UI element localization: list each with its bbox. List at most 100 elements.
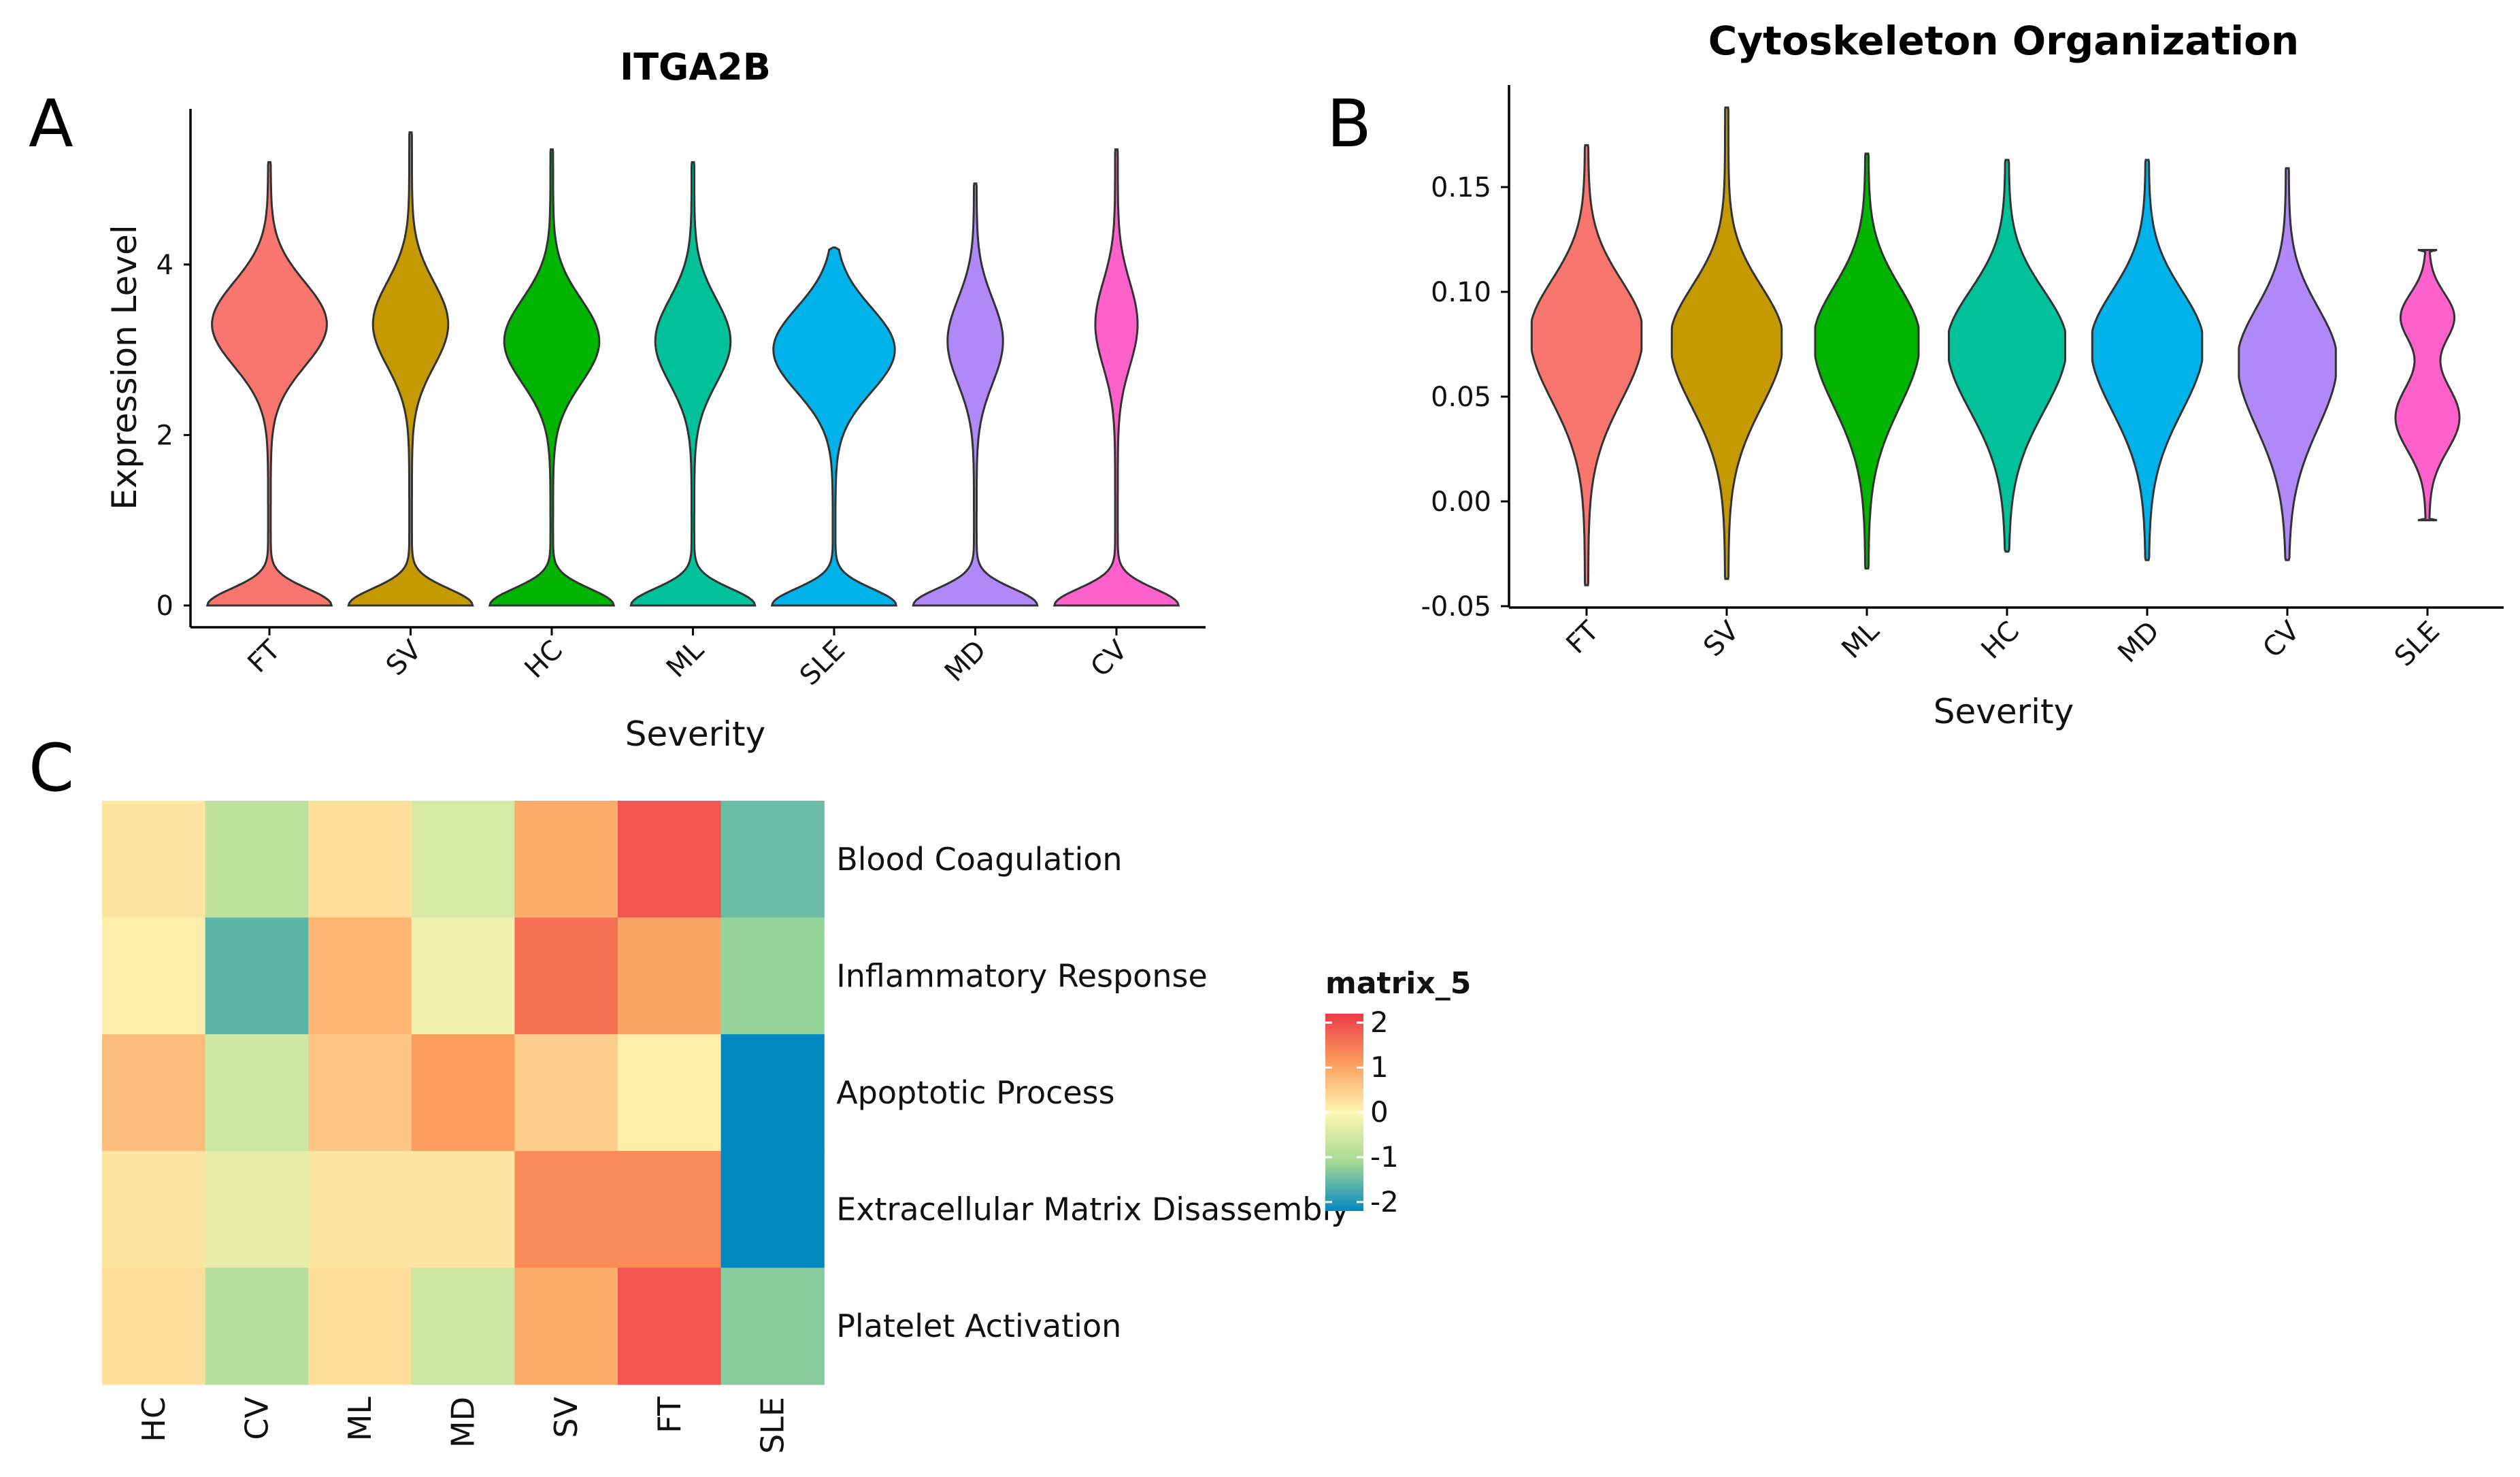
violin-chart-itga2b: ITGA2B 0 2 4 FT SV HC ML SLE MD CV Severity Expr… [105,46,1206,754]
heatmap-cell [618,1150,722,1268]
heatmap-cell [308,1267,412,1385]
x-axis-label-a: Severity [625,714,766,754]
violin-md-a [912,182,1039,607]
heatmap-row-label: Blood Coagulation [836,841,1122,878]
heatmap-cell [720,1267,825,1385]
legend-title: matrix_5 [1325,966,1471,1001]
heatmap-cell [308,1150,412,1268]
x-tick-label-b: MD [2112,616,2166,669]
heatmap-column-label: HC [135,1397,172,1442]
x-tick-label-b: SV [1697,615,1745,663]
heatmap-cells [102,801,825,1385]
violin-ft-a [205,161,333,607]
heatmap-cell [720,801,825,918]
heatmap-cell [102,801,206,918]
x-tick-label-b: FT [1560,615,1605,660]
heatmap-cell [514,1267,618,1385]
heatmap-chart: Blood Coagulation Inflammatory Response Ap… [102,801,1471,1454]
violin-group-a [205,131,1180,607]
heatmap-cell [720,1034,825,1152]
heatmap-cell [411,917,515,1035]
heatmap-column-label: SLE [754,1397,791,1454]
x-axis-label-b: Severity [1934,692,2074,731]
heatmap-row-label: Apoptotic Process [836,1074,1114,1111]
violin-sv-b [1670,106,1783,580]
violin-group-b [1530,106,2461,586]
heatmap-cell [102,1267,206,1385]
heatmap-cell [720,917,825,1035]
y-axis-label-a: Expression Level [105,225,144,510]
y-tick-label-a: 2 [156,420,173,451]
x-tick-label-a: SLE [794,635,851,692]
violin-cv-b [2238,167,2337,561]
heatmap-cell [102,917,206,1035]
y-tick-label-b: 0.05 [1431,382,1491,413]
heatmap-cell [618,917,722,1035]
legend-tick-label: -2 [1370,1185,1399,1218]
heatmap-legend: matrix_5 2 1 0 -1 -2 [1325,966,1471,1218]
violin-md-b [2091,159,2204,561]
heatmap-cell [308,801,412,918]
violin-ml-a [629,161,757,607]
violin-sle-a [770,246,898,607]
violin-chart-cytoskeleton: Cytoskeleton Organization -0.05 0.00 0.05 0… [1421,18,2504,731]
panel-label-a: A [29,86,73,162]
x-tick-label-a: CV [1084,634,1133,683]
legend-tick-label: 2 [1370,1006,1389,1039]
heatmap-cell [411,1150,515,1268]
heatmap-cell [514,801,618,918]
heatmap-cell [411,1034,515,1152]
heatmap-cell [308,1034,412,1152]
heatmap-cell [514,1150,618,1268]
heatmap-cell [205,1150,309,1268]
legend-tick-label: 1 [1370,1050,1389,1084]
heatmap-cell [411,801,515,918]
heatmap-row-label: Platelet Activation [836,1308,1121,1344]
legend-tick-label: 0 [1370,1095,1389,1129]
x-axis-ticks-a: FT SV HC ML SLE MD CV [242,627,1134,692]
y-tick-label-b: 0.10 [1431,277,1491,308]
violin-hc-a [488,148,616,607]
heatmap-cell [205,917,309,1035]
x-tick-label-a: HC [519,635,569,685]
heatmap-cell [514,917,618,1035]
heatmap-cell [205,801,309,918]
heatmap-cell [205,1034,309,1152]
chart-title-a: ITGA2B [620,46,771,88]
x-tick-label-b: SLE [2389,616,2446,673]
y-tick-label-a: 4 [156,250,173,281]
heatmap-cell [618,801,722,918]
heatmap-column-label: FT [651,1396,688,1433]
heatmap-cell [618,1034,722,1152]
x-tick-label-b: HC [1976,616,2026,666]
heatmap-column-label: CV [238,1396,275,1440]
x-tick-label-a: SV [380,634,428,682]
heatmap-column-label: ML [342,1397,378,1442]
violin-sle-b [2394,248,2461,522]
legend-tick-label: -1 [1370,1140,1399,1174]
heatmap-cell [102,1150,206,1268]
heatmap-cell [102,1034,206,1152]
heatmap-cell [308,917,412,1035]
violin-hc-b [1948,159,2066,553]
y-tick-label-a: 0 [156,591,173,622]
heatmap-cell [618,1267,722,1385]
violin-ml-b [1814,152,1920,570]
panel-label-c: C [29,730,74,806]
heatmap-cell [720,1150,825,1268]
x-axis-ticks-b: FT SV ML HC MD CV SLE [1560,608,2446,673]
panel-label-b: B [1327,86,1372,162]
y-tick-label-b: 0.00 [1431,486,1491,518]
heatmap-column-label: MD [445,1397,482,1448]
x-tick-label-a: ML [661,634,710,684]
heatmap-cell [205,1267,309,1385]
x-tick-label-a: MD [939,635,993,688]
violin-sv-a [347,131,474,607]
x-tick-label-b: ML [1836,615,1885,665]
y-tick-label-b: 0.15 [1431,172,1491,203]
heatmap-row-label: Extracellular Matrix Disassembly [836,1191,1349,1228]
heatmap-row-labels: Blood Coagulation Inflammatory Response Ap… [836,841,1349,1344]
chart-title-b: Cytoskeleton Organization [1708,18,2299,64]
y-axis-ticks-a: 0 2 4 [156,250,190,622]
